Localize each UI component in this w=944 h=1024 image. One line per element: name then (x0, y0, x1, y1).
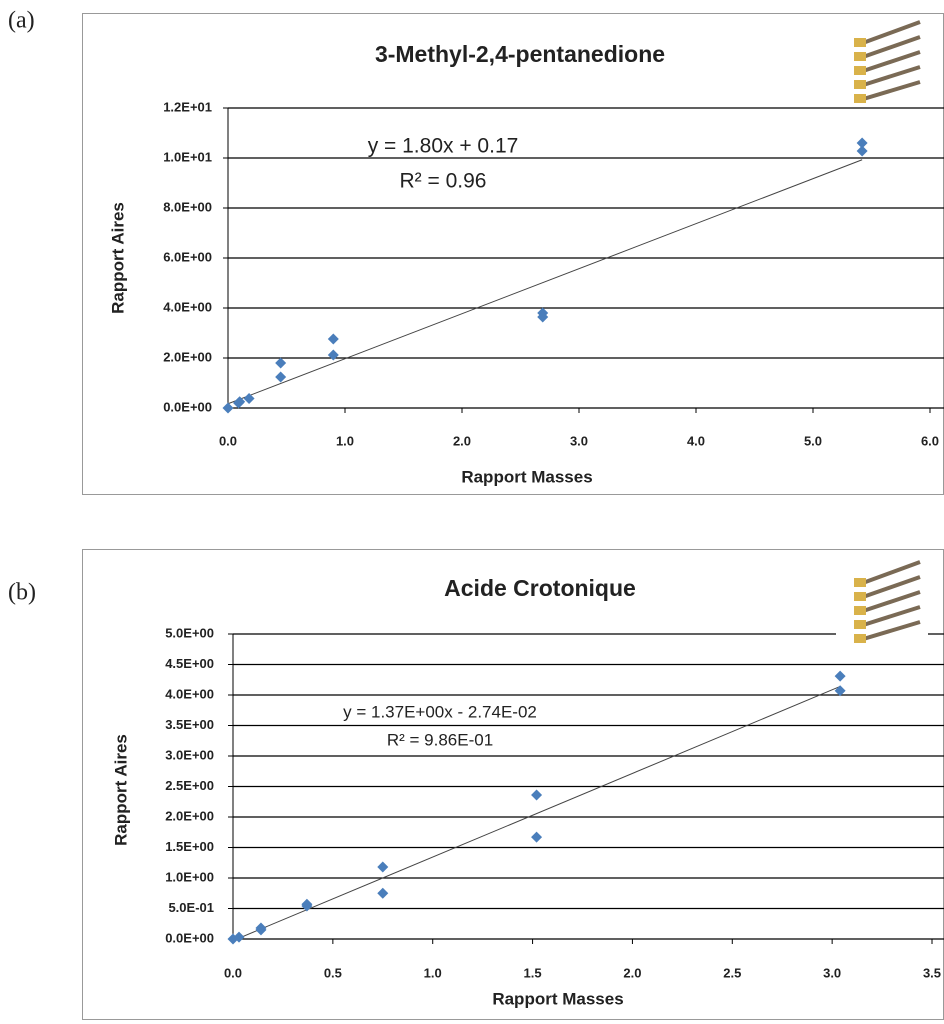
y-tick-label: 3.5E+00 (165, 717, 214, 732)
chart-title: Acide Crotonique (444, 575, 636, 601)
icon (854, 592, 866, 601)
point (537, 311, 549, 323)
point (243, 393, 255, 404)
x-tick-label: 5.0 (804, 433, 822, 448)
equation: y = 1.37E+00x - 2.74E-02 (343, 702, 537, 721)
icon (859, 65, 921, 88)
icon (854, 606, 866, 615)
y-tick-label: 1.5E+00 (165, 839, 214, 854)
point (856, 137, 868, 149)
icon (859, 605, 921, 628)
icon (859, 620, 921, 642)
chart-title: 3-Methyl-2,4-pentanedione (375, 41, 665, 67)
icon (854, 38, 866, 47)
y-tick-label: 0.0E+00 (165, 930, 214, 945)
y-tick-label: 1.0E+00 (165, 869, 214, 884)
point (531, 831, 543, 843)
point (255, 922, 267, 934)
trendline (227, 159, 863, 405)
icon (859, 35, 921, 60)
y-tick-label: 2.0E+00 (165, 808, 214, 823)
y-tick-label: 8.0E+00 (163, 199, 212, 214)
x-tick-label: 6.0 (921, 433, 939, 448)
y-tick-label: 4.0E+00 (165, 686, 214, 701)
x-tick-label: 0.0 (219, 433, 237, 448)
point (327, 333, 339, 345)
point (377, 887, 389, 899)
equation: R² = 0.96 (400, 170, 487, 193)
x-tick-label: 2.0 (453, 433, 471, 448)
x-tick-label: 2.5 (723, 965, 741, 980)
point (834, 685, 846, 697)
x-axis-label: Rapport Masses (461, 467, 592, 486)
point (275, 371, 287, 383)
x-tick-label: 0.0 (224, 965, 242, 980)
y-axis-label: Rapport Aires (111, 734, 130, 846)
icon (854, 620, 866, 629)
y-tick-label: 1.2E+01 (163, 99, 212, 114)
point (234, 396, 246, 408)
icon (859, 80, 921, 102)
y-tick-label: 4.5E+00 (165, 656, 214, 671)
y-tick-label: 2.5E+00 (165, 778, 214, 793)
panel-label: (a) (8, 8, 35, 34)
y-tick-label: 5.0E+00 (165, 625, 214, 640)
point (301, 898, 313, 910)
x-axis-label: Rapport Masses (492, 989, 623, 1008)
point (834, 670, 846, 682)
icon (859, 20, 921, 46)
trendline (232, 685, 841, 942)
equation: R² = 9.86E-01 (387, 730, 493, 749)
y-tick-label: 3.0E+00 (165, 747, 214, 762)
icon (854, 94, 866, 103)
y-tick-label: 2.0E+00 (163, 349, 212, 364)
point (233, 931, 245, 943)
y-tick-label: 4.0E+00 (163, 299, 212, 314)
icon (854, 634, 866, 643)
icon (854, 66, 866, 75)
icon (854, 80, 866, 89)
x-tick-label: 3.0 (570, 433, 588, 448)
y-tick-label: 1.0E+01 (163, 149, 212, 164)
y-tick-label: 5.0E-01 (168, 900, 214, 915)
icon (859, 575, 921, 600)
point (856, 145, 868, 157)
x-tick-label: 1.0 (424, 965, 442, 980)
point (275, 357, 287, 369)
panel-label: (b) (8, 580, 36, 606)
x-tick-label: 1.5 (524, 965, 542, 980)
y-axis-label: Rapport Aires (108, 202, 127, 314)
y-tick-label: 0.0E+00 (163, 399, 212, 414)
x-tick-label: 4.0 (687, 433, 705, 448)
icon (854, 578, 866, 587)
x-tick-label: 1.0 (336, 433, 354, 448)
icon (859, 50, 921, 74)
x-tick-label: 2.0 (623, 965, 641, 980)
x-tick-label: 3.0 (823, 965, 841, 980)
point (222, 402, 234, 414)
y-tick-label: 6.0E+00 (163, 249, 212, 264)
chart-frame (82, 13, 944, 495)
x-tick-label: 3.5 (923, 965, 941, 980)
equation: y = 1.80x + 0.17 (368, 135, 519, 158)
point (377, 861, 389, 873)
icon (859, 590, 921, 614)
icon (859, 560, 921, 586)
icon (854, 52, 866, 61)
point (327, 349, 339, 361)
chart-frame (82, 549, 944, 1020)
x-tick-label: 0.5 (324, 965, 342, 980)
point (531, 789, 543, 801)
